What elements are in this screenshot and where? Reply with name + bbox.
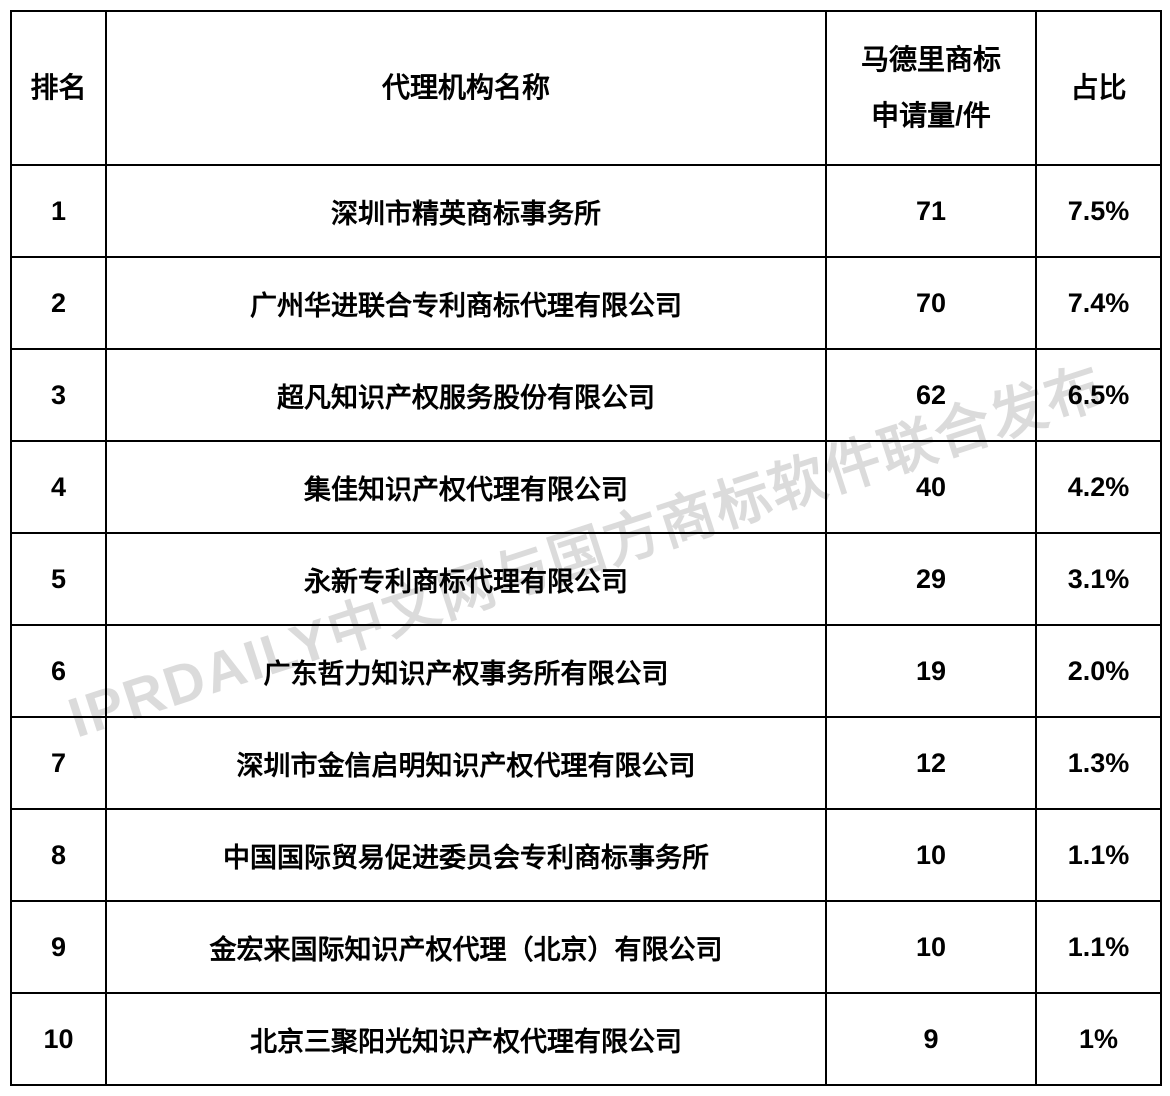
cell-rank: 1 <box>11 165 106 257</box>
ranking-table: 排名 代理机构名称 马德里商标申请量/件 占比 1 深圳市精英商标事务所 71 … <box>10 10 1162 1086</box>
cell-count: 40 <box>826 441 1036 533</box>
cell-count: 9 <box>826 993 1036 1085</box>
table-row: 7 深圳市金信启明知识产权代理有限公司 12 1.3% <box>11 717 1161 809</box>
cell-pct: 7.4% <box>1036 257 1161 349</box>
cell-rank: 10 <box>11 993 106 1085</box>
cell-rank: 4 <box>11 441 106 533</box>
cell-pct: 7.5% <box>1036 165 1161 257</box>
cell-rank: 6 <box>11 625 106 717</box>
cell-rank: 8 <box>11 809 106 901</box>
cell-count: 10 <box>826 809 1036 901</box>
table-header-row: 排名 代理机构名称 马德里商标申请量/件 占比 <box>11 11 1161 165</box>
cell-count: 71 <box>826 165 1036 257</box>
cell-rank: 3 <box>11 349 106 441</box>
cell-count: 70 <box>826 257 1036 349</box>
cell-pct: 4.2% <box>1036 441 1161 533</box>
cell-pct: 3.1% <box>1036 533 1161 625</box>
cell-name: 广东哲力知识产权事务所有限公司 <box>106 625 826 717</box>
cell-name: 深圳市金信启明知识产权代理有限公司 <box>106 717 826 809</box>
col-header-count: 马德里商标申请量/件 <box>826 11 1036 165</box>
cell-name: 广州华进联合专利商标代理有限公司 <box>106 257 826 349</box>
table-row: 3 超凡知识产权服务股份有限公司 62 6.5% <box>11 349 1161 441</box>
cell-name: 集佳知识产权代理有限公司 <box>106 441 826 533</box>
cell-pct: 1.1% <box>1036 901 1161 993</box>
cell-count: 62 <box>826 349 1036 441</box>
cell-pct: 6.5% <box>1036 349 1161 441</box>
cell-count: 12 <box>826 717 1036 809</box>
table-wrapper: IPRDAILY中文网与国方商标软件联合发布 排名 代理机构名称 马德里商标申请… <box>0 0 1170 1096</box>
cell-rank: 5 <box>11 533 106 625</box>
cell-name: 金宏来国际知识产权代理（北京）有限公司 <box>106 901 826 993</box>
table-body: 1 深圳市精英商标事务所 71 7.5% 2 广州华进联合专利商标代理有限公司 … <box>11 165 1161 1085</box>
cell-pct: 1% <box>1036 993 1161 1085</box>
table-row: 10 北京三聚阳光知识产权代理有限公司 9 1% <box>11 993 1161 1085</box>
cell-pct: 1.3% <box>1036 717 1161 809</box>
col-header-name: 代理机构名称 <box>106 11 826 165</box>
table-row: 5 永新专利商标代理有限公司 29 3.1% <box>11 533 1161 625</box>
table-header: 排名 代理机构名称 马德里商标申请量/件 占比 <box>11 11 1161 165</box>
cell-name: 中国国际贸易促进委员会专利商标事务所 <box>106 809 826 901</box>
col-header-pct: 占比 <box>1036 11 1161 165</box>
table-row: 9 金宏来国际知识产权代理（北京）有限公司 10 1.1% <box>11 901 1161 993</box>
col-header-rank: 排名 <box>11 11 106 165</box>
cell-name: 超凡知识产权服务股份有限公司 <box>106 349 826 441</box>
cell-rank: 2 <box>11 257 106 349</box>
table-row: 4 集佳知识产权代理有限公司 40 4.2% <box>11 441 1161 533</box>
cell-rank: 9 <box>11 901 106 993</box>
cell-pct: 2.0% <box>1036 625 1161 717</box>
cell-pct: 1.1% <box>1036 809 1161 901</box>
table-row: 2 广州华进联合专利商标代理有限公司 70 7.4% <box>11 257 1161 349</box>
cell-rank: 7 <box>11 717 106 809</box>
cell-name: 北京三聚阳光知识产权代理有限公司 <box>106 993 826 1085</box>
cell-count: 29 <box>826 533 1036 625</box>
cell-name: 永新专利商标代理有限公司 <box>106 533 826 625</box>
cell-count: 19 <box>826 625 1036 717</box>
cell-name: 深圳市精英商标事务所 <box>106 165 826 257</box>
cell-count: 10 <box>826 901 1036 993</box>
table-row: 8 中国国际贸易促进委员会专利商标事务所 10 1.1% <box>11 809 1161 901</box>
table-row: 6 广东哲力知识产权事务所有限公司 19 2.0% <box>11 625 1161 717</box>
table-row: 1 深圳市精英商标事务所 71 7.5% <box>11 165 1161 257</box>
